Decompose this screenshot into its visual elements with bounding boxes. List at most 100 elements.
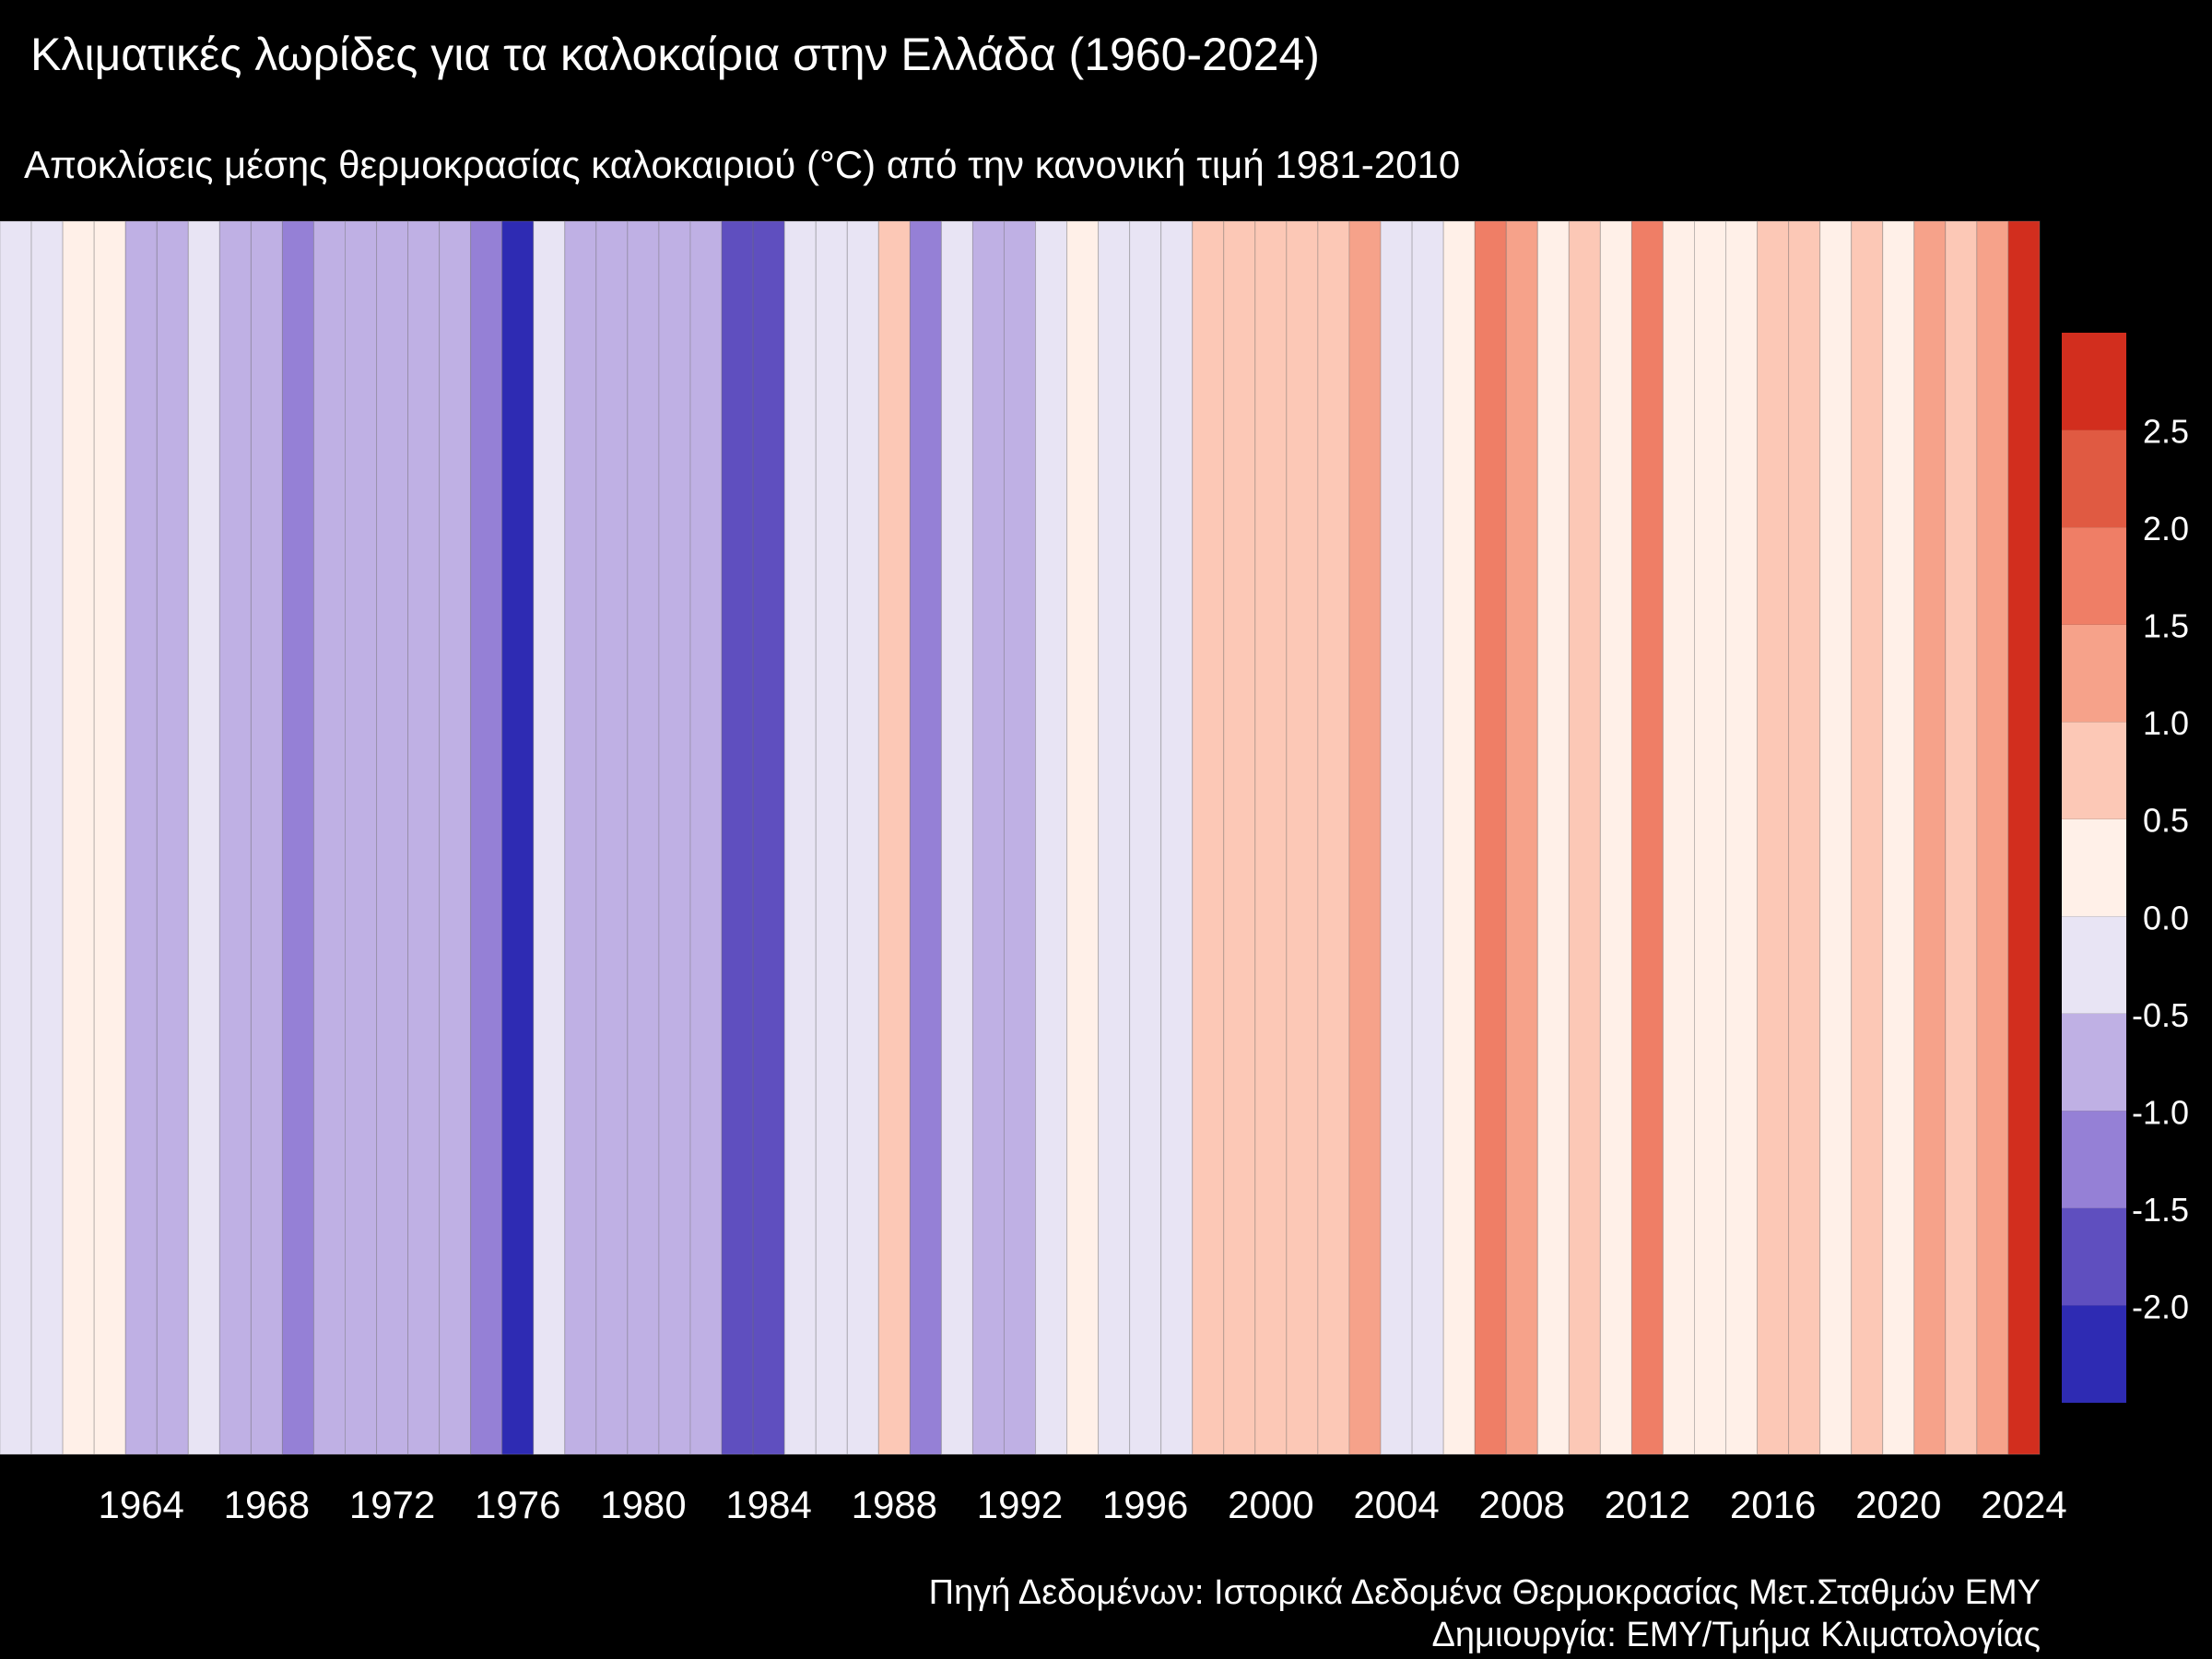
stripe-1979 [595,220,629,1455]
stripe-2019 [1851,220,1884,1455]
stripe-2020 [1882,220,1915,1455]
x-tick-label: 2024 [1981,1483,2066,1526]
stripe-2022 [1945,220,1978,1455]
stripe-1996 [1129,220,1162,1455]
stripe-2007 [1474,220,1507,1455]
colorbar-tick-label: -0.5 [2132,996,2189,1034]
stripe-2005 [1411,220,1444,1455]
colorbar-tick-label: 1.0 [2143,704,2189,742]
stripe-2006 [1442,220,1476,1455]
stripe-2010 [1568,220,1601,1455]
x-tick-label: 1984 [725,1483,811,1526]
x-tick-label: 1976 [475,1483,560,1526]
stripe-1977 [533,220,566,1455]
stripe-1969 [281,220,314,1455]
x-tick-label: 1996 [1102,1483,1188,1526]
x-tick-label: 1988 [852,1483,937,1526]
stripe-1983 [721,220,754,1455]
credit-label: Δημιουργία: ΕΜΥ/Τμήμα Κλιματολογίας [1431,1616,2041,1654]
colorbar-segment [2062,818,2126,917]
colorbar-segment [2062,1207,2126,1306]
stripe-1978 [564,220,597,1455]
stripe-1976 [501,220,535,1455]
stripe-1970 [312,220,347,1455]
colorbar-tick-label: -2.0 [2132,1288,2189,1325]
stripe-1992 [1003,220,1037,1455]
colorbar-segment [2062,722,2126,819]
stripe-2015 [1725,220,1759,1455]
colorbar-segment [2062,1013,2126,1112]
stripe-1991 [971,220,1005,1455]
stripe-1968 [250,220,283,1455]
stripes-group [0,220,2041,1455]
stripe-2000 [1254,220,1288,1455]
colorbar-tick-label: 2.5 [2143,413,2189,451]
colorbar-tick-label: 1.5 [2143,607,2189,645]
stripe-1973 [407,220,441,1455]
stripe-2009 [1536,220,1570,1455]
stripe-1974 [439,220,472,1455]
stripe-2011 [1599,220,1632,1455]
stripe-1986 [815,220,848,1455]
stripe-1975 [470,220,503,1455]
x-tick-label: 2012 [1605,1483,1690,1526]
stripe-2021 [1913,220,1947,1455]
stripe-2017 [1788,220,1821,1455]
stripe-1988 [877,220,911,1455]
data-source-label: Πηγή Δεδομένων: Ιστορικά Δεδομένα Θερμοκ… [928,1573,2041,1612]
colorbar-segment [2062,916,2126,1014]
stripe-1982 [689,220,723,1455]
colorbar-tick-label: 0.0 [2143,899,2189,936]
x-tick-label: 1968 [224,1483,310,1526]
colorbar-tick-label: -1.0 [2132,1093,2189,1131]
colorbar-ticks: -2.0 -1.5 -1.0 -0.5 0.0 0.5 1.0 1.5 2.0 2.5 [2132,413,2189,1326]
stripe-2024 [2007,220,2041,1455]
stripe-1989 [909,220,942,1455]
colorbar-tick-label: 0.5 [2143,802,2189,840]
x-tick-label: 2008 [1479,1483,1565,1526]
stripe-1999 [1223,220,1256,1455]
x-tick-label: 2004 [1353,1483,1439,1526]
stripe-1961 [30,220,64,1455]
stripe-1962 [62,220,95,1455]
x-tick-label: 1992 [977,1483,1063,1526]
stripe-1994 [1066,220,1100,1455]
x-tick-label: 2000 [1228,1483,1313,1526]
stripe-2016 [1757,220,1790,1455]
stripe-2001 [1286,220,1319,1455]
x-tick-label: 1972 [349,1483,435,1526]
caption: Πηγή Δεδομένων: Ιστορικά Δεδομένα Θερμοκ… [929,1571,2041,1656]
stripe-2014 [1693,220,1727,1455]
stripe-2013 [1662,220,1695,1455]
stripe-1971 [345,220,378,1455]
chart-title: Κλιματικές λωρίδες για τα καλοκαίρια στη… [30,29,1320,80]
stripe-2023 [1976,220,2009,1455]
stripe-2004 [1380,220,1413,1455]
stripe-1972 [376,220,409,1455]
stripe-1965 [156,220,189,1455]
stripe-1963 [93,220,126,1455]
colorbar-segment [2062,624,2126,723]
colorbar-segment [2062,1305,2126,1403]
stripe-2012 [1630,220,1664,1455]
stripe-2002 [1317,220,1350,1455]
stripe-2018 [1819,220,1853,1455]
stripe-1997 [1160,220,1194,1455]
colorbar-segment [2062,333,2126,430]
x-tick-label: 1964 [98,1483,183,1526]
stripe-1981 [658,220,691,1455]
stripe-1985 [783,220,817,1455]
x-tick-label: 1980 [600,1483,686,1526]
colorbar-segment [2062,527,2126,625]
colorbar-tick-label: -1.5 [2132,1191,2189,1229]
stripe-1984 [752,220,785,1455]
stripe-1993 [1035,220,1068,1455]
stripe-1964 [124,220,158,1455]
stripe-1990 [940,220,973,1455]
stripe-2008 [1505,220,1538,1455]
stripe-1995 [1098,220,1131,1455]
x-tick-label: 2020 [1855,1483,1941,1526]
stripe-1966 [187,220,220,1455]
x-tick-label: 2016 [1730,1483,1816,1526]
